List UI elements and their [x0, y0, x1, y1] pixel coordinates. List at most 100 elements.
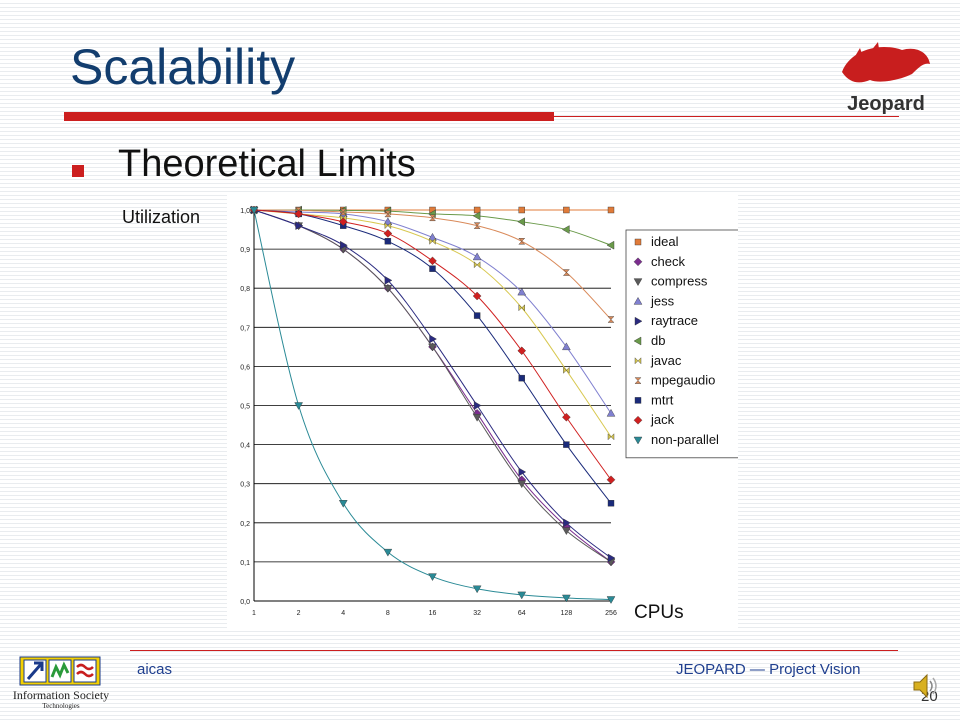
series-line-mtrt [253, 209, 612, 504]
legend-marker-jess [633, 296, 643, 305]
legend-entry-non-parallel: non-parallel [651, 432, 719, 447]
data-point-mtrt [384, 238, 392, 245]
data-point-mpegaudio [518, 238, 526, 245]
x-tick-label: 16 [429, 610, 437, 617]
legend-marker-mtrt [634, 397, 642, 404]
speaker-icon[interactable] [908, 670, 940, 702]
title-rule-line [554, 116, 899, 117]
data-point-non-parallel [562, 594, 571, 603]
data-point-compress [428, 343, 437, 352]
data-point-mpegaudio [473, 222, 481, 229]
title-underline-bar [64, 112, 554, 121]
y-tick-label: 0,2 [240, 521, 250, 528]
y-tick-label: 1,0 [240, 208, 250, 215]
legend-entry-db: db [651, 333, 665, 348]
legend-entry-check: check [651, 254, 685, 269]
legend-entry-javac: javac [650, 353, 682, 368]
data-point-raytrace [340, 240, 348, 250]
data-point-jess [472, 252, 482, 261]
x-tick-label: 64 [518, 610, 526, 617]
legend-box [625, 229, 738, 459]
data-point-mtrt [563, 441, 570, 448]
x-tick-label: 8 [386, 610, 390, 617]
legend-marker-db [633, 336, 642, 346]
data-point-non-parallel [338, 500, 348, 508]
data-point-jack [472, 291, 482, 301]
legend-marker-non-parallel [633, 436, 643, 445]
footer-project: JEOPARD — Project Vision [676, 661, 861, 678]
legend-entry-mpegaudio: mpegaudio [651, 373, 715, 388]
data-point-ideal [563, 206, 570, 214]
data-point-jess [606, 408, 616, 417]
data-point-javac [563, 366, 570, 374]
bullet-marker [72, 165, 84, 177]
legend-entry-compress: compress [651, 274, 708, 289]
data-point-mtrt [429, 265, 436, 272]
data-point-db [606, 240, 615, 250]
ist-logo-subtext: Technologies [42, 702, 80, 710]
data-point-jack [562, 412, 571, 422]
y-tick-label: 0,0 [240, 599, 250, 606]
data-point-raytrace [295, 221, 304, 230]
data-point-compress [517, 480, 527, 489]
data-point-javac [384, 222, 392, 230]
data-point-jess [562, 342, 571, 351]
x-tick-label: 32 [473, 610, 481, 617]
data-point-ideal [607, 206, 615, 214]
logo-text: Jeopard [847, 93, 925, 115]
utilization-chart: 0,0 0,1 0,2 0,3 0,4 0,5 0,6 0,7 0,8 0,9 1,0 1 2 4 8 16 3… [240, 205, 738, 617]
legend-marker-jack [633, 415, 643, 425]
data-point-mpegaudio [562, 269, 570, 276]
data-point-mpegaudio [607, 316, 615, 323]
jeopard-logo: Jeopard [842, 42, 930, 115]
footer-rule [130, 650, 898, 651]
data-point-mtrt [518, 374, 525, 382]
x-tick-label: 1 [252, 610, 256, 617]
data-point-jack [338, 217, 348, 227]
data-point-raytrace [518, 467, 527, 477]
data-point-non-parallel [428, 573, 437, 581]
data-point-jess [517, 287, 527, 296]
y-axis-label: Utilization [122, 207, 201, 227]
data-point-jess [428, 232, 437, 241]
data-point-javac [429, 237, 436, 245]
data-point-db [517, 217, 525, 227]
data-point-compress [383, 284, 393, 293]
data-point-db [561, 225, 570, 234]
data-point-raytrace [563, 518, 571, 528]
data-point-jack [606, 475, 616, 485]
y-tick-label: 0,8 [240, 286, 250, 293]
slide-title: Scalability [70, 39, 296, 95]
data-point-ideal [473, 206, 481, 214]
data-point-non-parallel [383, 548, 393, 557]
x-tick-label: 2 [297, 610, 301, 617]
y-tick-label: 0,5 [240, 404, 250, 411]
legend-entry-raytrace: raytrace [651, 313, 698, 328]
bullet-text: Theoretical Limits [118, 143, 416, 185]
legend-marker-ideal [634, 238, 642, 246]
series-line-compress [253, 209, 612, 563]
data-point-javac [473, 261, 481, 269]
data-point-compress [472, 414, 482, 422]
y-tick-label: 0,4 [240, 443, 250, 450]
data-point-jess [383, 217, 393, 225]
legend-marker-javac [634, 357, 642, 365]
series-line-javac [253, 209, 612, 438]
legend-entry-mtrt: mtrt [651, 392, 674, 407]
ist-logo-text: Information Society [12, 688, 110, 702]
footer-company: aicas [137, 661, 173, 678]
y-tick-label: 0,6 [240, 364, 250, 371]
data-point-non-parallel [294, 402, 303, 410]
y-tick-label: 0,3 [240, 482, 250, 489]
data-point-mtrt [607, 500, 615, 507]
series-line-non-parallel [253, 209, 612, 600]
data-point-mtrt [473, 312, 481, 319]
data-point-raytrace [384, 276, 393, 285]
data-point-raytrace [473, 401, 482, 410]
data-point-jack [294, 209, 303, 219]
data-point-db [472, 211, 481, 221]
legend-entry-jack: jack [650, 412, 675, 427]
chart-area: 0,0 0,1 0,2 0,3 0,4 0,5 0,6 0,7 0,8 0,9 1,0 1 2 4 8 16 3… [227, 192, 738, 629]
information-society-logo [19, 656, 101, 686]
data-point-non-parallel [606, 596, 616, 604]
